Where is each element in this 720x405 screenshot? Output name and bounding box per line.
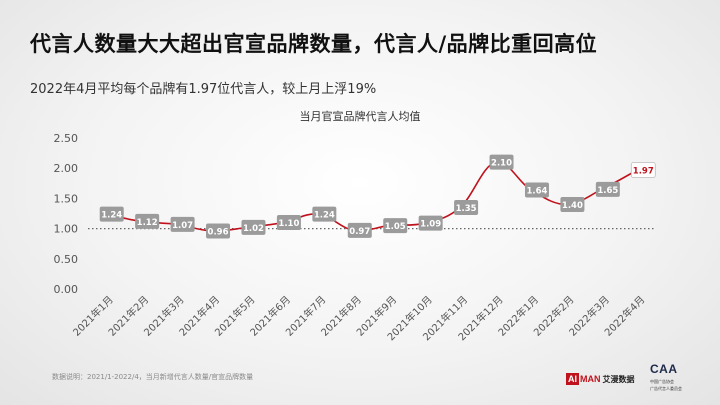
- data-label-text: 1.65: [597, 186, 618, 196]
- x-axis: 2021年1月2021年2月2021年3月2021年4月2021年5月2021年…: [70, 293, 647, 343]
- data-label: 0.96: [206, 223, 231, 239]
- data-label-text: 1.40: [562, 201, 583, 211]
- data-label: 1.02: [241, 219, 266, 235]
- aiman-logo-cn: 艾漫数据: [602, 374, 635, 384]
- data-label-box: [347, 222, 372, 238]
- data-label: 0.97: [347, 222, 372, 238]
- caa-logo: CAA 中国广告协会 广告代言人委员会: [650, 362, 708, 396]
- y-tick-label: 2.50: [54, 132, 79, 145]
- aiman-logo-ai: AI: [566, 373, 579, 385]
- data-label-box: [383, 218, 408, 234]
- data-label-text: 0.96: [208, 228, 229, 238]
- data-label-box: [524, 182, 549, 198]
- caa-logo-line2: 广告代言人委员会: [650, 386, 682, 391]
- data-label-box: [135, 213, 160, 229]
- data-label-text: 1.09: [420, 220, 441, 230]
- y-tick-label: 0.50: [54, 253, 79, 266]
- chart-title: 当月官宣品牌代言人均值: [300, 109, 421, 123]
- data-label: 1.65: [595, 181, 620, 197]
- data-label-text: 1.05: [385, 222, 406, 232]
- data-note: 数据说明：2021/1-2022/4，当月新增代言人数量/官宣品牌数量: [52, 373, 254, 381]
- data-label-text: 1.02: [243, 224, 264, 234]
- data-label-text: 1.35: [456, 204, 477, 214]
- data-label-text: 0.97: [349, 227, 370, 237]
- data-label-text: 1.07: [172, 221, 193, 231]
- data-label: 1.10: [276, 215, 301, 231]
- y-axis: 0.00 0.50 1.00 1.50 2.00 2.50: [54, 132, 79, 296]
- data-label: 1.12: [135, 213, 160, 229]
- data-label-box: [99, 206, 124, 222]
- data-label-box: [241, 219, 266, 235]
- data-label-box: [170, 216, 195, 232]
- data-label: 1.97: [630, 162, 656, 178]
- caa-logo-mark: CAA: [650, 362, 678, 376]
- data-label-text: 1.64: [526, 186, 547, 196]
- data-label: 1.24: [99, 206, 124, 222]
- data-label: 2.10: [489, 154, 514, 170]
- data-label-box: [595, 181, 620, 197]
- y-tick-label: 2.00: [54, 162, 79, 175]
- data-label-text: 1.24: [101, 211, 122, 221]
- aiman-logo: AI MAN 艾漫数据: [566, 372, 635, 386]
- y-tick-label: 1.50: [54, 192, 79, 205]
- data-label: 1.09: [418, 215, 443, 231]
- page-subtitle: 2022年4月平均每个品牌有1.97位代言人，较上月上浮19%: [30, 82, 377, 97]
- data-label-text: 2.10: [491, 159, 512, 169]
- y-tick-label: 1.00: [54, 223, 79, 236]
- data-label-box: [560, 196, 585, 212]
- data-label: 1.05: [383, 218, 408, 234]
- data-label-box: [630, 162, 656, 178]
- data-label: 1.64: [524, 182, 549, 198]
- data-label-text: 1.12: [137, 218, 158, 228]
- data-label: 1.35: [454, 199, 479, 215]
- data-label-text: 1.10: [278, 219, 299, 229]
- data-label: 1.24: [312, 206, 337, 222]
- caa-logo-line1: 中国广告协会: [650, 379, 674, 384]
- data-label-box: [489, 154, 514, 170]
- data-label-text: 1.97: [633, 167, 654, 177]
- aiman-logo-man: MAN: [580, 374, 601, 384]
- data-labels: 1.24 1.12 1.07 0.96 1.02 1.10 1.24 0.97 1.05 1.09…: [99, 154, 656, 239]
- data-label-box: [454, 199, 479, 215]
- data-label: 1.40: [560, 196, 585, 212]
- data-label-text: 1.24: [314, 211, 335, 221]
- data-label: 1.07: [170, 216, 195, 232]
- data-label-box: [312, 206, 337, 222]
- y-tick-label: 0.00: [54, 283, 79, 296]
- page-title: 代言人数量大大超出官宣品牌数量，代言人/品牌比重回高位: [30, 32, 598, 56]
- data-label-box: [276, 215, 301, 231]
- data-label-box: [206, 223, 231, 239]
- data-label-box: [418, 215, 443, 231]
